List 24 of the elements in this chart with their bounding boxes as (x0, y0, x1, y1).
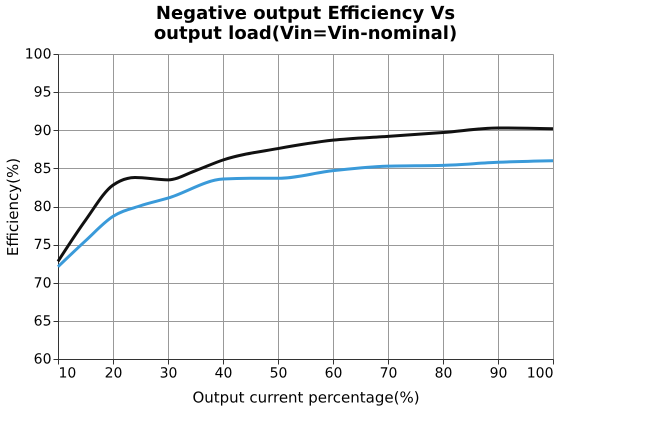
y-tick-label: 85 (34, 160, 52, 177)
x-tick-label: 70 (380, 366, 398, 382)
y-tick-label: 80 (34, 199, 52, 215)
x-tick-label: 100 (526, 366, 554, 382)
line-series (56, 126, 554, 263)
x-axis-title: Output current percentage(%) (192, 388, 420, 406)
y-axis-title: Efficiency(%) (4, 158, 22, 256)
y-tick-label: 60 (34, 352, 52, 368)
chart-title: Negative output Efficiency Vs output load(Vin=Vin-nominal) (154, 3, 458, 44)
x-tick-label: 50 (270, 366, 288, 382)
y-tick-label: 75 (34, 237, 52, 254)
x-tick-label: 80 (434, 366, 452, 382)
y-tick-label: 95 (34, 84, 52, 101)
y-tick-label: 65 (34, 313, 52, 330)
y-tick-label: 70 (34, 275, 52, 292)
x-tick-label: 60 (324, 366, 342, 382)
x-tick-label: 40 (214, 366, 232, 382)
line-series (56, 159, 554, 268)
y-tick-label: 90 (34, 122, 52, 139)
x-tick-label: 90 (490, 366, 508, 382)
x-tick-label: 10 (58, 366, 76, 382)
y-tick-label: 100 (24, 46, 52, 62)
x-tick-label: 30 (160, 366, 178, 382)
x-tick-label: 20 (104, 366, 122, 382)
